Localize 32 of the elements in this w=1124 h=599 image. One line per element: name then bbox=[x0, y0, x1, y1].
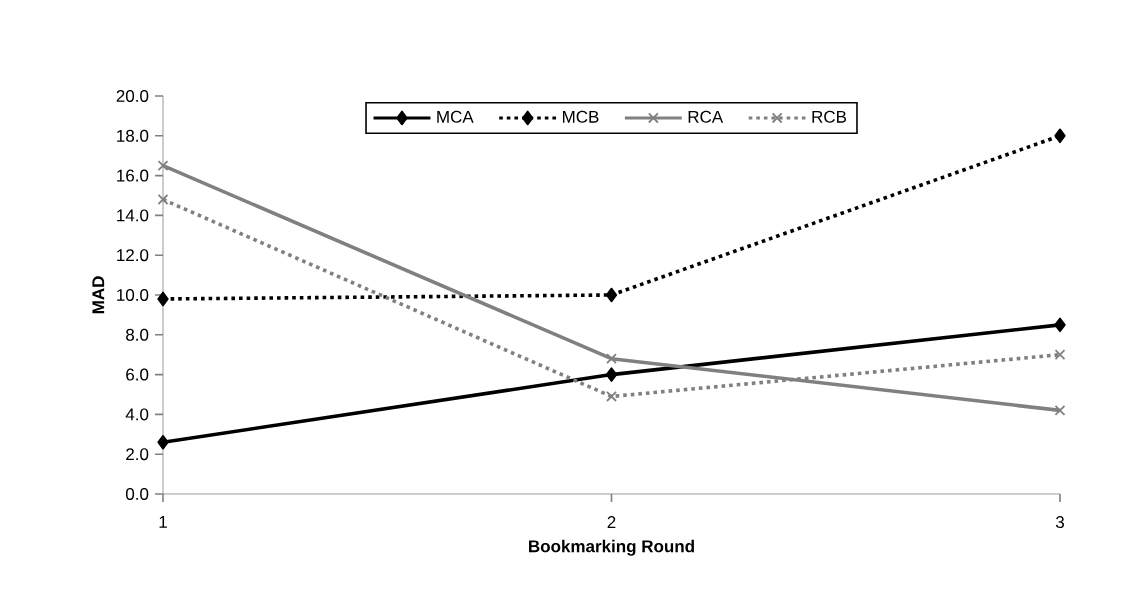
point bbox=[605, 287, 618, 303]
y-tick-label: 6.0 bbox=[126, 368, 149, 381]
y-tick-label: 0.0 bbox=[125, 487, 149, 500]
y-tick-label: 16.0 bbox=[117, 169, 149, 182]
point bbox=[1054, 349, 1066, 361]
legend-label: RCB bbox=[812, 110, 847, 123]
y-tick-label: 18.0 bbox=[117, 129, 149, 142]
y-tick-label: 10.0 bbox=[117, 288, 149, 301]
point bbox=[606, 353, 617, 365]
point bbox=[157, 194, 169, 205]
legend-label: MCA bbox=[437, 110, 474, 123]
y-tick-label: 2.0 bbox=[126, 448, 149, 461]
x-tick-label: 1 bbox=[159, 516, 167, 528]
point bbox=[606, 391, 617, 402]
point bbox=[1054, 404, 1066, 416]
legend-label: RCA bbox=[688, 110, 724, 123]
point bbox=[1054, 317, 1066, 333]
y-tick-label: 20.0 bbox=[116, 89, 149, 102]
x-axis-title: Bookmarking Round bbox=[529, 539, 694, 556]
y-tick-label: 12.0 bbox=[117, 249, 149, 262]
point bbox=[157, 434, 169, 450]
point bbox=[605, 367, 618, 382]
x-tick-label: 2 bbox=[607, 516, 616, 528]
point bbox=[1054, 128, 1066, 144]
legend-label: MCB bbox=[562, 110, 599, 123]
x-tick-label: 3 bbox=[1055, 516, 1064, 529]
y-tick-label: 4.0 bbox=[125, 408, 149, 421]
y-tick-label: 8.0 bbox=[126, 328, 149, 341]
point bbox=[157, 291, 169, 307]
y-axis-title: MAD bbox=[92, 276, 105, 314]
y-tick-label: 14.0 bbox=[117, 209, 149, 222]
point bbox=[157, 160, 169, 172]
